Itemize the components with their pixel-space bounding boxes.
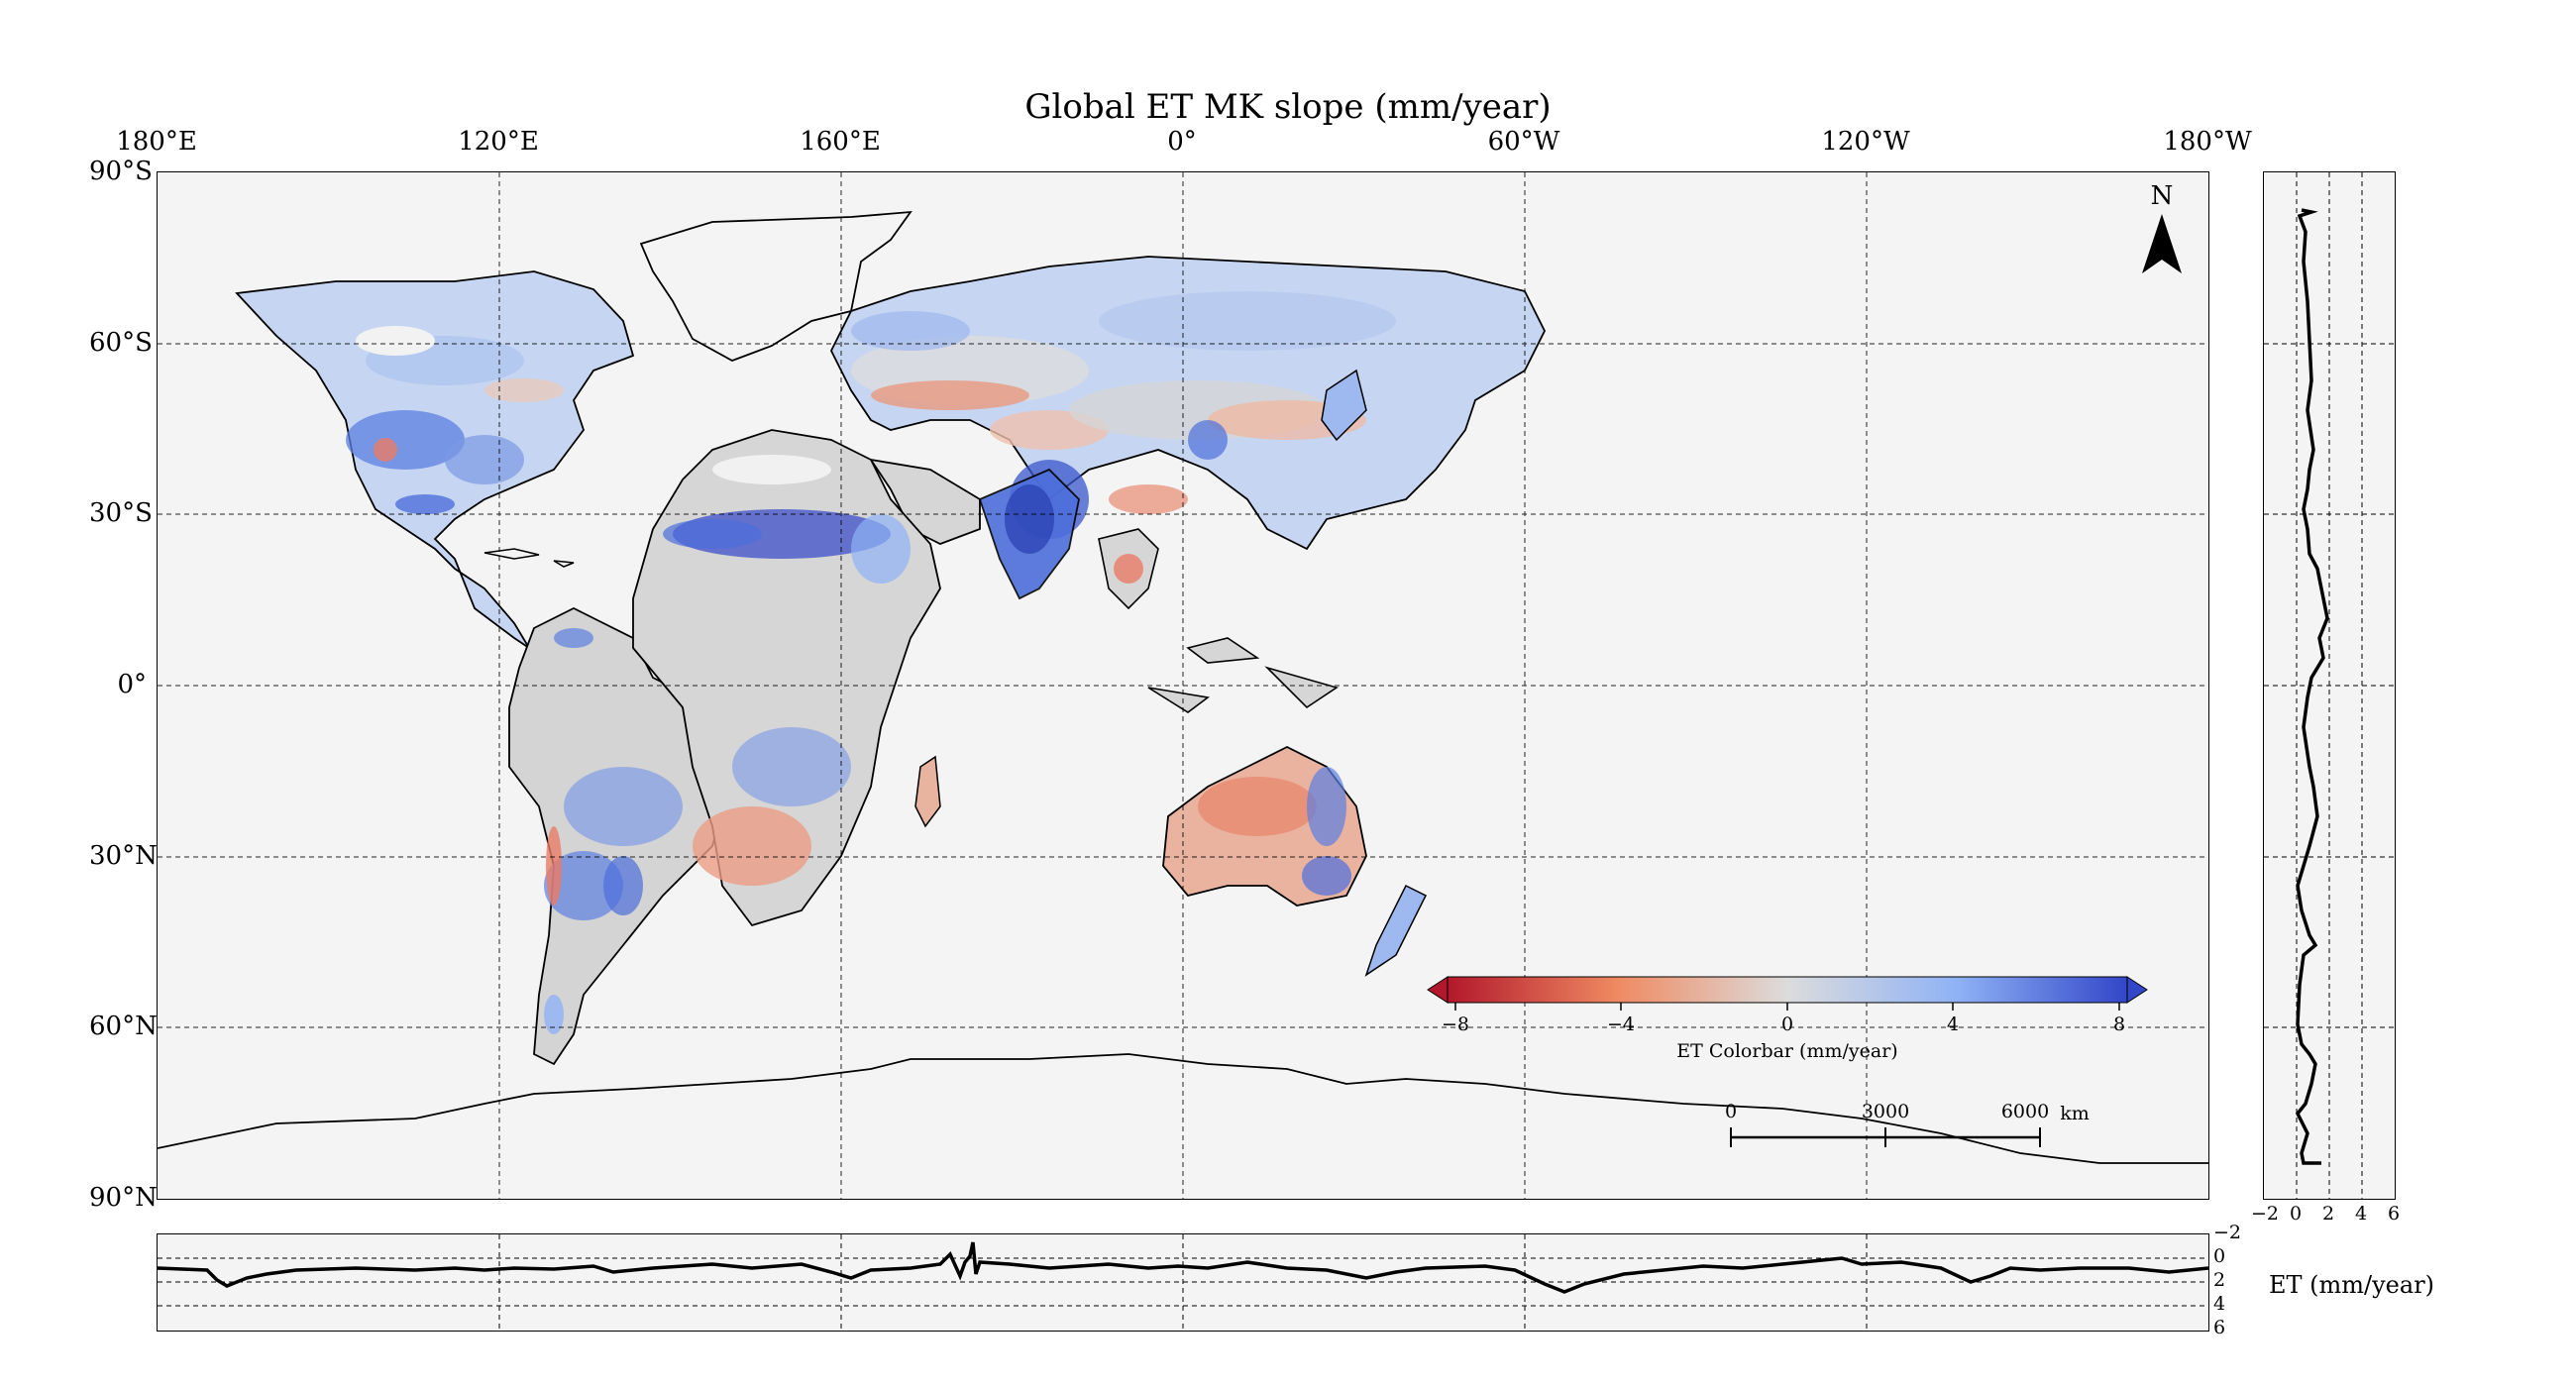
right-panel-tick: 6 [2387, 1203, 2401, 1225]
latitude-profile-panel [2263, 171, 2396, 1200]
antarctica-outline [158, 1053, 2208, 1164]
lon-label: 120°E [458, 127, 539, 157]
colorbar-tick: −4 [1607, 1014, 1635, 1035]
bottom-panel-tick: −2 [2213, 1222, 2242, 1243]
lat-label: 60°S [89, 328, 153, 358]
right-panel-tick: 0 [2289, 1203, 2303, 1225]
scale-tick: 0 [1725, 1101, 1737, 1122]
scale-bar: 0 3000 6000 km [1725, 1101, 2090, 1147]
bottom-panel-tick: 2 [2213, 1269, 2226, 1291]
southeast-asia-land [1098, 528, 1339, 713]
lat-label: 90°S [89, 157, 153, 186]
colorbar-extend-max [2126, 976, 2148, 1004]
latitude-et-profile [2295, 208, 2329, 1165]
lat-label: 30°S [89, 498, 153, 528]
colorbar-tick: 0 [1781, 1014, 1793, 1035]
lon-label: 180°E [116, 127, 197, 157]
right-panel-tick: 4 [2354, 1203, 2368, 1225]
colorbar-extend-min [1427, 976, 1449, 1004]
longitude-profile-panel [157, 1233, 2209, 1332]
lat-label: 60°N [89, 1012, 158, 1041]
new-zealand-land [1364, 884, 1428, 977]
colorbar-tick: −8 [1442, 1014, 1469, 1035]
et-axis-label: ET (mm/year) [2269, 1271, 2435, 1299]
colorbar-title: ET Colorbar (mm/year) [1676, 1040, 1897, 1062]
north-arrow-letter: N [2151, 181, 2174, 211]
colorbar-gradient [1447, 976, 2128, 1004]
caribbean-islands [483, 548, 575, 568]
lat-label: 90°N [89, 1183, 158, 1213]
map-title: Global ET MK slope (mm/year) [1024, 87, 1552, 127]
lon-label: 0° [1167, 127, 1197, 157]
scale-tick: 6000 [2001, 1101, 2049, 1122]
colorbar-tick: 4 [1947, 1014, 1959, 1035]
scale-tick: 3000 [1862, 1101, 1909, 1122]
scale-unit: km [2060, 1103, 2090, 1124]
bottom-panel-tick: 6 [2213, 1317, 2226, 1338]
greenland-outline [639, 210, 912, 362]
lat-label: 0° [117, 670, 147, 699]
lon-label: 180°W [2163, 127, 2252, 157]
map-canvas: N −8 −4 0 4 8 ET Colorbar (mm/year) 0 30… [158, 172, 2208, 1199]
bottom-panel-tick: 4 [2213, 1293, 2226, 1315]
colorbar-tick: 8 [2113, 1014, 2125, 1035]
world-map: N −8 −4 0 4 8 ET Colorbar (mm/year) 0 30… [157, 171, 2209, 1200]
colorbar: −8 −4 0 4 8 ET Colorbar (mm/year) [1427, 976, 2148, 1062]
longitude-et-profile [157, 1241, 2209, 1294]
right-panel-tick: 2 [2321, 1203, 2335, 1225]
right-panel-tick: −2 [2251, 1203, 2280, 1225]
bottom-panel-tick: 0 [2213, 1245, 2226, 1267]
lon-label: 120°W [1821, 127, 1910, 157]
lon-label: 160°E [800, 127, 881, 157]
north-arrow-icon [2142, 214, 2182, 273]
madagascar-land [914, 755, 941, 828]
arabia-land [869, 458, 981, 545]
graticule [158, 172, 2208, 1199]
japan-land [1321, 369, 1367, 442]
lat-label: 30°N [89, 841, 158, 871]
lon-label: 60°W [1487, 127, 1560, 157]
